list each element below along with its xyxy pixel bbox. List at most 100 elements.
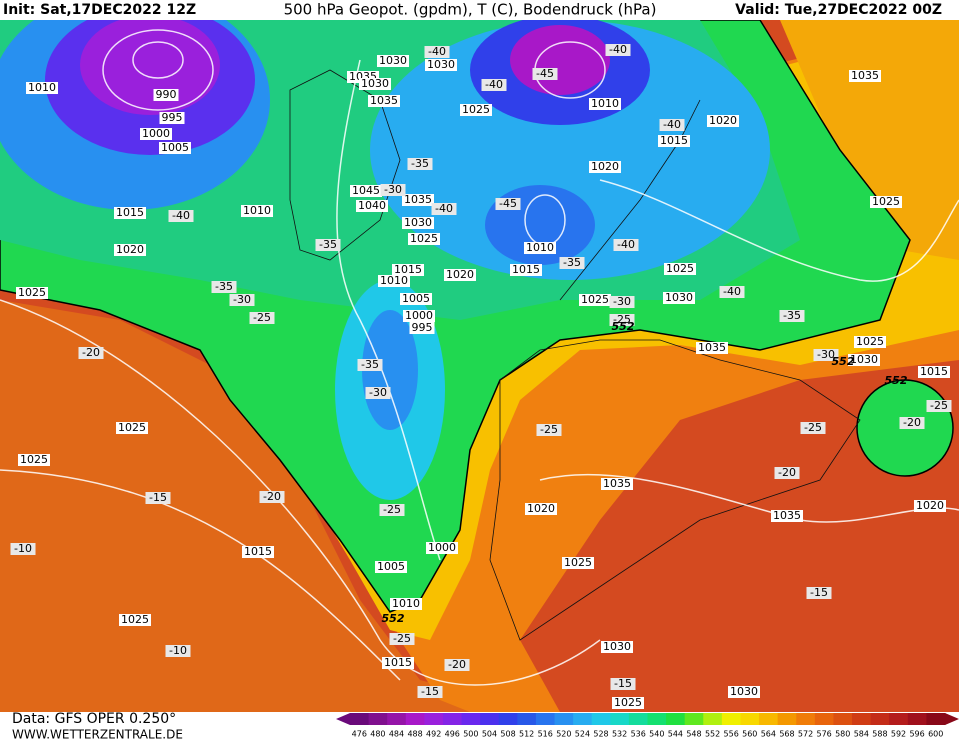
isobar-ring	[102, 29, 214, 111]
colorbar-label: 536	[631, 730, 646, 739]
colorbar-label: 500	[463, 730, 478, 739]
temperature-label: -30	[384, 183, 402, 196]
colorbar-swatch	[461, 713, 481, 725]
pressure-label: 995	[162, 111, 183, 124]
colorbar-swatch	[573, 713, 593, 725]
pressure-label: 1030	[665, 291, 693, 304]
pressure-label: 1015	[394, 263, 422, 276]
colorbar-swatch	[926, 713, 946, 725]
colorbar-swatch	[442, 713, 463, 725]
label-box	[114, 207, 146, 219]
colorbar-label: 508	[500, 730, 515, 739]
colorbar-label: 532	[612, 730, 627, 739]
colorbar-label: 576	[817, 730, 832, 739]
temperature-label: -40	[435, 202, 453, 215]
pressure-label: 1025	[410, 232, 438, 245]
colorbar-swatch	[387, 713, 407, 725]
temperature-label: -40	[663, 118, 681, 131]
colorbar-label: 548	[686, 730, 701, 739]
label-box	[378, 275, 410, 287]
pressure-label: 1035	[603, 477, 631, 490]
colorbar-label: 572	[798, 730, 813, 739]
label-box	[524, 242, 556, 254]
colorbar-swatch	[684, 713, 704, 725]
label-box	[444, 269, 476, 281]
pressure-label: 1035	[370, 94, 398, 107]
label-box	[601, 641, 633, 653]
label-box	[403, 310, 435, 322]
label-box	[562, 557, 594, 569]
pressure-label: 1040	[358, 199, 386, 212]
pressure-label: 1010	[392, 597, 420, 610]
contour-label: 552	[612, 320, 635, 333]
label-box	[407, 158, 433, 170]
label-box	[589, 98, 621, 110]
label-box	[140, 128, 172, 140]
isobar-line	[0, 299, 601, 686]
label-box	[365, 387, 391, 399]
colorbar-label: 476	[352, 730, 367, 739]
label-box	[659, 119, 685, 131]
colorbar-swatch	[424, 713, 444, 725]
temperature-label: -20	[263, 490, 281, 503]
label-box	[211, 281, 237, 293]
label-box	[153, 89, 179, 101]
label-box	[359, 78, 391, 90]
label-box	[229, 294, 255, 306]
label-box	[719, 286, 745, 298]
colorbar-swatch	[535, 713, 556, 725]
purple-low-west	[80, 20, 220, 115]
label-box	[159, 142, 191, 154]
pressure-label: 1020	[116, 243, 144, 256]
purple-low-east	[510, 25, 610, 95]
temperature-label: -35	[319, 238, 337, 251]
europe-coast	[489, 339, 861, 641]
label-box	[116, 422, 148, 434]
label-box	[460, 104, 492, 116]
label-box	[806, 587, 832, 599]
colorbar-label: 600	[928, 730, 943, 739]
colorbar-swatch	[852, 713, 872, 725]
pressure-label: 1000	[428, 541, 456, 554]
colorbar-swatch	[628, 713, 648, 725]
temperature-label: -40	[428, 45, 446, 58]
colorbar-swatch	[350, 713, 370, 725]
label-box	[368, 95, 400, 107]
data-source: Data: GFS OPER 0.250°	[12, 711, 176, 727]
label-box	[800, 422, 826, 434]
orange-northeast	[780, 20, 959, 260]
colorbar-swatch	[777, 713, 797, 725]
map-title: 500 hPa Geopot. (gpdm), T (C), Bodendruc…	[284, 1, 657, 19]
temperature-label: -15	[149, 491, 167, 504]
label-box	[613, 239, 639, 251]
temperature-label: -35	[361, 358, 379, 371]
label-box	[774, 467, 800, 479]
label-box	[589, 161, 621, 173]
label-box	[854, 336, 886, 348]
label-box	[350, 185, 382, 197]
pressure-label: 1000	[142, 127, 170, 140]
label-box	[813, 349, 839, 361]
label-box	[380, 184, 406, 196]
temperature-label: -10	[14, 542, 32, 555]
label-box	[579, 294, 611, 306]
label-box	[145, 492, 171, 504]
colorbar: 476 480 484 488 492 496 500 504 508 512 516 520 524 5…	[336, 713, 959, 739]
pressure-label: 990	[156, 88, 177, 101]
label-box	[356, 200, 388, 212]
temperature-label: -20	[448, 658, 466, 671]
label-box	[119, 614, 151, 626]
label-box	[612, 697, 644, 709]
label-box	[605, 44, 631, 56]
colorbar-label: 580	[835, 730, 850, 739]
colorbar-label: 488	[407, 730, 422, 739]
pressure-label: 1025	[121, 613, 149, 626]
orange-zone	[0, 300, 540, 712]
temperature-label: -15	[810, 586, 828, 599]
pressure-label: 1025	[856, 335, 884, 348]
website: WWW.WETTERZENTRALE.DE	[12, 728, 183, 741]
temperature-label: -25	[540, 423, 558, 436]
colorbar-swatch	[554, 713, 574, 725]
pressure-label: 1005	[161, 141, 189, 154]
pressure-label: 1035	[851, 69, 879, 82]
